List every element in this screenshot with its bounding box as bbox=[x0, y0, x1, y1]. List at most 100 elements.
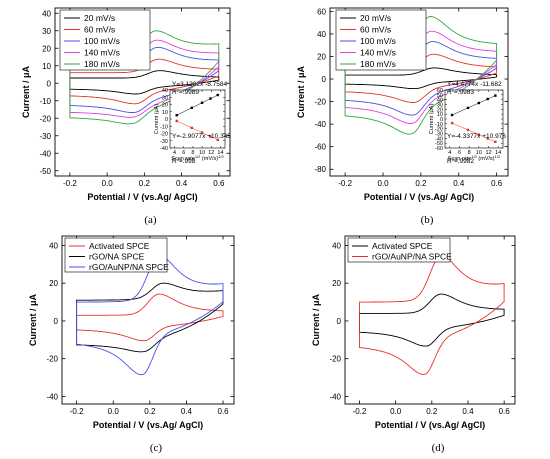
series-line-1 bbox=[76, 282, 224, 353]
y-axis-title: Current / μA bbox=[311, 293, 321, 346]
inset-point-lower bbox=[200, 131, 204, 134]
y-tick-label: -40 bbox=[435, 136, 443, 142]
legend-label-4: 180 mV/s bbox=[360, 59, 396, 69]
inset-point-upper bbox=[466, 106, 470, 110]
y-tick-label: -20 bbox=[435, 127, 443, 133]
inset-upper-equation: Y=4.4774x -11.682 bbox=[447, 81, 502, 88]
legend-label-0: Activated SPCE bbox=[372, 241, 433, 251]
x-tick-label: 10 bbox=[476, 150, 482, 156]
legend-label-1: rGO/AuNP/NA SPCE bbox=[372, 252, 452, 262]
y-tick-label: 40 bbox=[437, 98, 443, 104]
y-tick-label: 20 bbox=[332, 279, 341, 288]
x-tick-label: 4 bbox=[448, 150, 451, 156]
y-tick-label: -40 bbox=[160, 146, 168, 152]
x-tick-label: 0.6 bbox=[499, 407, 511, 416]
y-tick-label: 20 bbox=[49, 279, 58, 288]
inset-point-upper bbox=[477, 101, 481, 105]
y-tick-label: -50 bbox=[39, 167, 51, 176]
x-tick-label: 0.4 bbox=[462, 407, 474, 416]
x-tick-label: 6 bbox=[182, 150, 185, 156]
inset-lower-equation: Y=-4.3377x +10.976 bbox=[447, 133, 506, 140]
x-tick-label: 14 bbox=[495, 150, 501, 156]
x-tick-label: 0.6 bbox=[213, 179, 225, 188]
y-tick-label: -10 bbox=[435, 122, 443, 128]
inset-point-lower bbox=[466, 128, 470, 132]
y-tick-label: 0 bbox=[54, 317, 59, 326]
chart-panel-b: -0.2 0.0 0.2 0.4 0.6-80-60-40-200204060Poten… bbox=[296, 7, 509, 226]
inset-point-upper bbox=[216, 93, 219, 97]
legend-label-2: rGO/AuNP/NA SPCE bbox=[89, 262, 169, 272]
y-tick-label: 20 bbox=[317, 52, 326, 61]
panel-label: (c) bbox=[150, 442, 163, 454]
y-axis-title: Current / μA bbox=[296, 65, 306, 118]
legend-label-3: 140 mV/s bbox=[84, 48, 120, 58]
y-tick-label: 30 bbox=[42, 27, 51, 36]
inset-upper-r2: R2=.9989 bbox=[172, 88, 199, 97]
legend-label-2: 100 mV/s bbox=[84, 36, 120, 46]
inset-point-upper bbox=[494, 94, 497, 97]
x-tick-label: -0.2 bbox=[70, 407, 84, 416]
y-tick-label: -40 bbox=[314, 120, 326, 129]
x-tick-label: 0.4 bbox=[176, 179, 188, 188]
y-tick-label: -10 bbox=[160, 124, 168, 130]
inset-point-lower bbox=[190, 126, 193, 130]
series-line-0 bbox=[76, 293, 224, 342]
panel-label: (b) bbox=[421, 214, 434, 226]
legend-label-4: 180 mV/s bbox=[84, 59, 120, 69]
x-tick-label: 8 bbox=[468, 150, 471, 156]
inset-point-lower bbox=[477, 133, 481, 136]
y-tick-label: -20 bbox=[314, 98, 326, 107]
inset-point-lower bbox=[486, 137, 489, 140]
y-tick-label: -20 bbox=[46, 355, 58, 364]
y-tick-label: 10 bbox=[437, 112, 443, 118]
y-tick-label: -20 bbox=[160, 132, 168, 138]
y-tick-label: 40 bbox=[49, 241, 58, 250]
inset-point-upper bbox=[486, 97, 489, 101]
inset-point-lower bbox=[450, 121, 454, 125]
inset-point-upper bbox=[190, 106, 193, 110]
y-tick-label: -30 bbox=[160, 139, 168, 145]
y-tick-label: 0 bbox=[440, 117, 443, 123]
y-tick-label: -10 bbox=[39, 97, 51, 106]
inset-point-lower bbox=[494, 140, 497, 144]
y-tick-label: 20 bbox=[437, 107, 443, 113]
x-tick-label: 6 bbox=[458, 150, 461, 156]
x-tick-label: 12 bbox=[485, 150, 491, 156]
panel-label: (d) bbox=[432, 442, 445, 454]
x-tick-label: 0.4 bbox=[453, 179, 465, 188]
y-tick-label: -60 bbox=[314, 143, 326, 152]
y-tick-label: 0 bbox=[337, 317, 342, 326]
x-tick-label: -0.2 bbox=[353, 407, 367, 416]
y-tick-label: -60 bbox=[435, 146, 443, 152]
y-tick-label: 0 bbox=[47, 79, 52, 88]
y-tick-label: 10 bbox=[162, 110, 168, 116]
legend-label-0: 20 mV/s bbox=[360, 13, 391, 23]
x-tick-label: 0.0 bbox=[377, 179, 389, 188]
legend-label-0: Activated SPCE bbox=[89, 241, 150, 251]
legend-label-1: rGO/NA SPCE bbox=[89, 252, 145, 262]
series-line-0 bbox=[69, 70, 220, 95]
x-tick-label: 0.2 bbox=[139, 179, 151, 188]
y-tick-label: 0 bbox=[165, 117, 168, 123]
series-line-2 bbox=[76, 255, 224, 376]
y-tick-label: 60 bbox=[317, 7, 326, 16]
inset-x-title: Scan rate1/2 (mV/s)1/2 bbox=[448, 154, 501, 163]
inset-point-upper bbox=[209, 97, 212, 100]
x-tick-label: 0.0 bbox=[102, 179, 114, 188]
legend-box bbox=[64, 237, 168, 273]
inset-upper-r2: R2=.9983 bbox=[447, 88, 474, 97]
y-tick-label: -30 bbox=[435, 132, 443, 138]
y-tick-label: 10 bbox=[42, 62, 51, 71]
y-tick-label: -30 bbox=[39, 132, 51, 141]
x-axis-title: Potential / V (vs.Ag/ AgCl) bbox=[364, 192, 474, 202]
inset-point-upper bbox=[450, 113, 454, 117]
inset-x-title: Scan rate1/2 (mV/s)1/2 bbox=[171, 154, 224, 163]
x-tick-label: 0.2 bbox=[144, 407, 156, 416]
inset-lower-r2: R2=.9982 bbox=[447, 157, 474, 166]
inset-lower-r2: R2=.998 bbox=[172, 157, 196, 166]
x-tick-label: -0.2 bbox=[338, 179, 352, 188]
x-tick-label: 8 bbox=[191, 150, 194, 156]
inset-point-lower bbox=[175, 119, 178, 123]
x-axis-title: Potential / V (vs.Ag/ AgCl) bbox=[375, 420, 485, 430]
